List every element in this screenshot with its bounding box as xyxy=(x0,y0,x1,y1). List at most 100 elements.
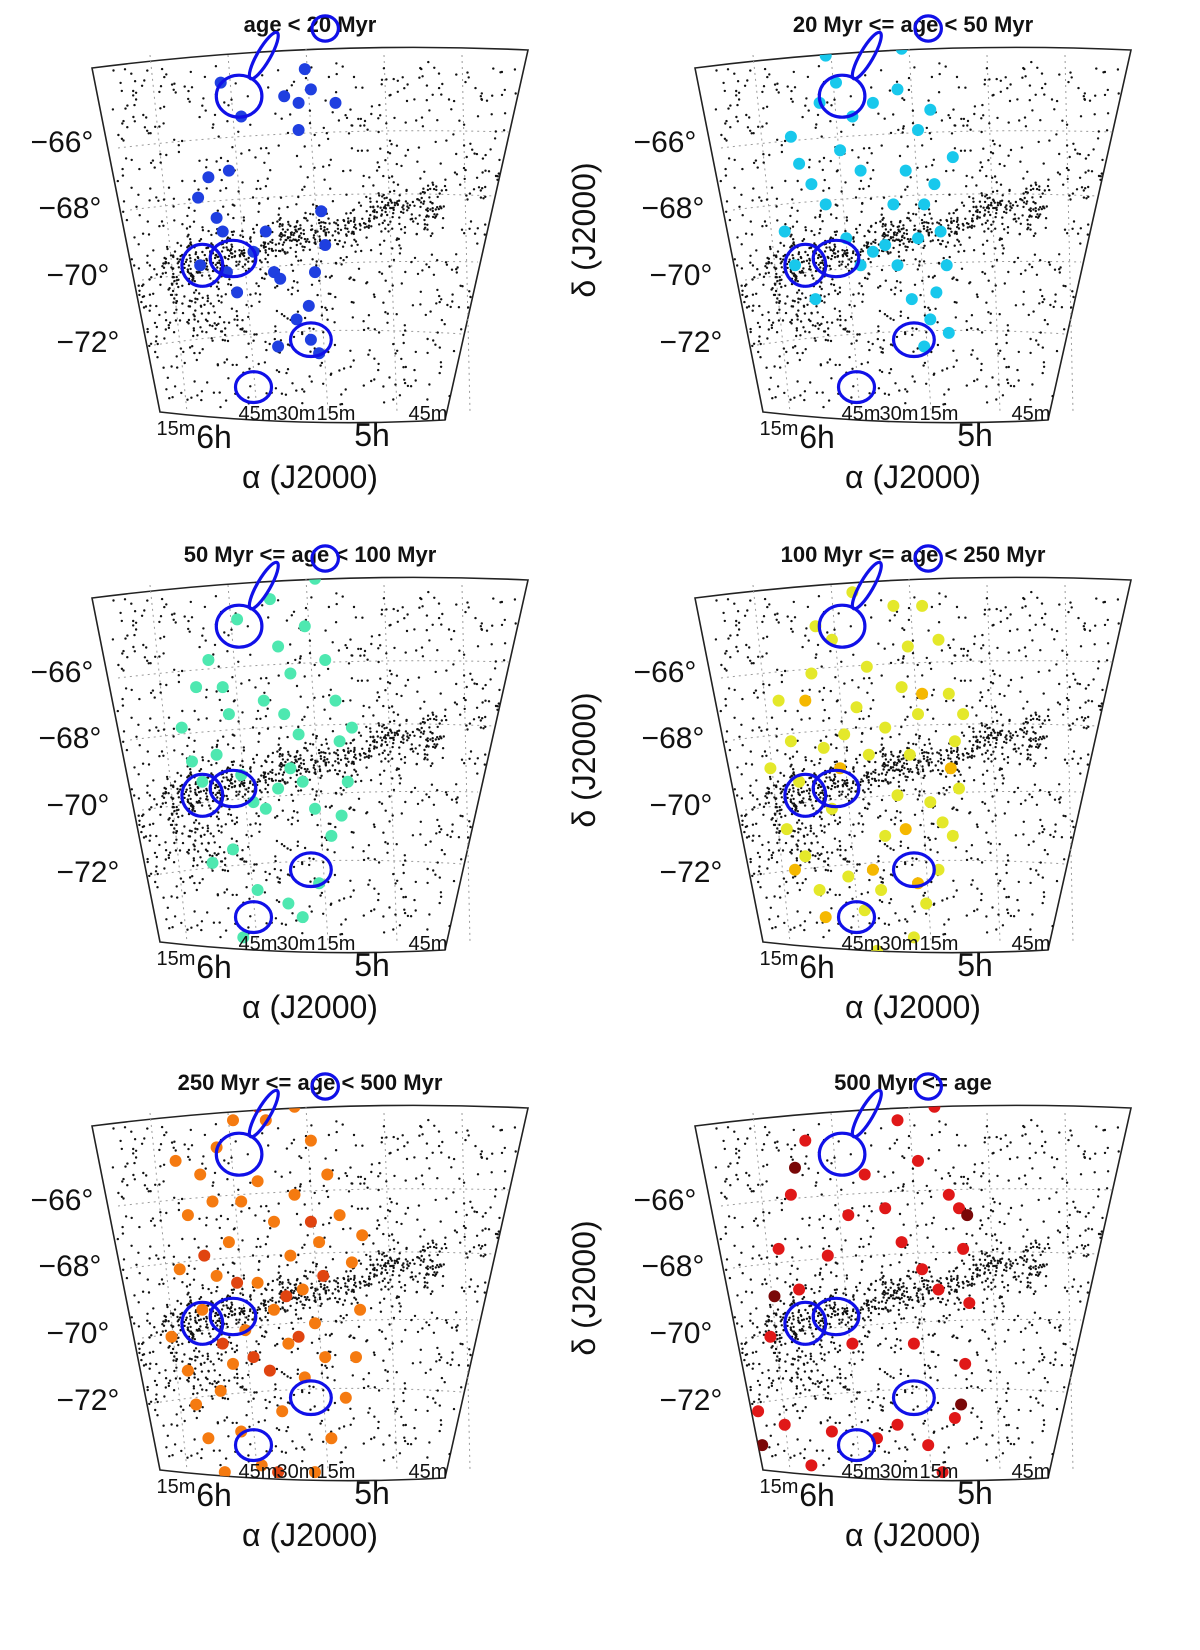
field-dot xyxy=(322,382,325,385)
region-ellipse xyxy=(310,544,340,573)
field-dot xyxy=(902,224,905,227)
field-dot xyxy=(379,677,382,680)
field-dot xyxy=(277,900,281,904)
field-dot xyxy=(465,685,468,689)
field-dot xyxy=(193,848,196,851)
field-dot xyxy=(188,728,191,731)
field-dot xyxy=(336,243,340,246)
field-dot xyxy=(121,704,125,707)
field-dot xyxy=(383,749,386,752)
field-dot xyxy=(192,334,195,338)
field-dot xyxy=(464,933,468,936)
x-tick-label: 45m xyxy=(842,403,881,425)
field-dot xyxy=(503,618,506,622)
field-dot xyxy=(283,234,286,237)
field-dot xyxy=(1093,334,1097,337)
field-dot xyxy=(394,383,397,386)
field-dot xyxy=(1053,268,1057,271)
field-dot xyxy=(227,787,230,791)
field-dot xyxy=(342,259,345,262)
field-dot xyxy=(983,230,986,233)
field-dot xyxy=(440,189,443,192)
field-dot xyxy=(329,373,332,376)
field-dot xyxy=(483,763,486,766)
field-dot xyxy=(154,350,157,354)
field-dot xyxy=(972,197,975,200)
field-dot xyxy=(720,133,723,137)
field-dot xyxy=(911,375,914,378)
field-dot xyxy=(437,207,440,211)
field-dot xyxy=(1064,285,1067,288)
field-dot xyxy=(811,324,815,327)
field-dot xyxy=(209,832,212,835)
field-dot xyxy=(479,719,482,722)
field-dot xyxy=(205,187,208,190)
field-dot xyxy=(392,607,395,611)
field-dot xyxy=(139,867,143,870)
field-dot xyxy=(953,147,957,150)
field-dot xyxy=(349,219,352,223)
field-dot xyxy=(299,789,303,792)
field-dot xyxy=(179,877,183,880)
field-dot xyxy=(154,340,158,343)
field-dot xyxy=(396,349,399,352)
field-dot xyxy=(911,248,915,251)
field-dot xyxy=(230,778,233,781)
field-dot xyxy=(833,230,837,234)
field-dot xyxy=(1032,310,1035,313)
field-dot xyxy=(119,611,122,615)
field-dot xyxy=(499,71,502,74)
field-dot xyxy=(115,920,118,923)
field-dot xyxy=(1099,175,1102,178)
field-dot xyxy=(888,89,892,92)
field-dot xyxy=(192,329,196,332)
field-dot xyxy=(722,352,725,356)
field-dot xyxy=(373,378,376,381)
field-dot xyxy=(514,92,517,95)
region-ellipses xyxy=(180,14,340,405)
field-dot xyxy=(135,735,138,738)
field-dot xyxy=(329,158,332,161)
field-dot xyxy=(504,229,507,232)
x-tick-label: 15m xyxy=(317,933,356,955)
field-dot xyxy=(392,181,395,184)
field-dot xyxy=(911,122,915,125)
field-dot xyxy=(877,329,880,333)
field-dot xyxy=(778,301,781,305)
field-dot xyxy=(370,112,373,116)
field-dot xyxy=(116,709,120,713)
field-dot xyxy=(906,216,909,220)
field-dot xyxy=(174,319,178,322)
field-dot xyxy=(198,115,201,119)
field-dot xyxy=(1026,223,1030,226)
field-dot xyxy=(121,167,124,171)
field-dot xyxy=(314,231,317,234)
field-dot xyxy=(133,794,136,797)
field-dot xyxy=(855,339,858,342)
field-dot xyxy=(954,124,957,127)
field-dot xyxy=(902,127,905,130)
field-dot xyxy=(796,380,799,383)
field-dot xyxy=(149,342,153,345)
field-dot xyxy=(134,621,138,624)
field-dot xyxy=(867,272,870,275)
field-dot xyxy=(335,792,338,795)
field-dot xyxy=(331,234,334,237)
field-dot xyxy=(775,267,778,270)
field-dot xyxy=(165,388,168,391)
field-dot xyxy=(479,726,483,729)
field-dot xyxy=(382,931,386,934)
field-dot xyxy=(177,815,180,819)
field-dot xyxy=(463,177,466,181)
field-dot xyxy=(389,750,392,753)
field-dot xyxy=(265,922,268,925)
field-dot xyxy=(242,746,245,749)
field-dot xyxy=(263,361,267,364)
cluster-point xyxy=(272,640,285,653)
field-dot xyxy=(987,311,990,314)
field-dot xyxy=(801,115,804,119)
field-dot xyxy=(245,330,248,333)
field-dot xyxy=(897,229,901,233)
field-dot xyxy=(306,238,309,241)
field-dot xyxy=(175,275,178,279)
